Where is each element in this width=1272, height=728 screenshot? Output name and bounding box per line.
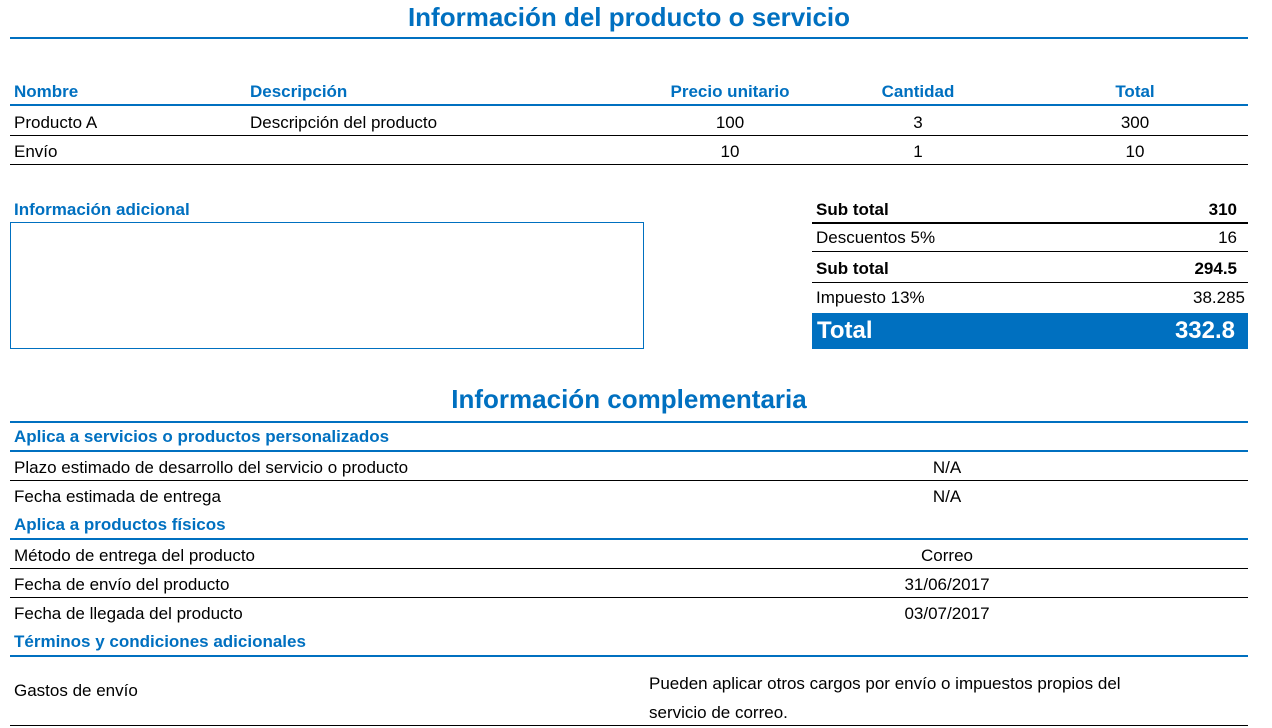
total-label: Total [817, 317, 873, 344]
row-label: Método de entrega del producto [14, 546, 256, 565]
section-terms: Términos y condiciones adicionales [14, 632, 306, 651]
column-header-quantity: Cantidad [881, 82, 955, 101]
row-value: N/A [932, 487, 962, 506]
item-unit-price: 100 [715, 113, 745, 132]
row-divider [10, 135, 1248, 136]
subtotal-after-discount-label: Sub total [816, 259, 889, 278]
tax-label: Impuesto 13% [816, 288, 925, 307]
column-header-name: Nombre [14, 82, 79, 101]
section-divider [10, 450, 1248, 452]
complementary-title: Información complementaria [451, 384, 807, 414]
total-value: 332.8 [1174, 317, 1235, 344]
additional-info-box[interactable] [10, 222, 644, 349]
column-header-description: Descripción [250, 82, 348, 101]
row-label: Fecha de envío del producto [14, 575, 230, 594]
discount-label: Descuentos 5% [816, 228, 936, 247]
item-quantity: 1 [913, 142, 923, 161]
terms-text-line: Pueden aplicar otros cargos por envío o … [649, 674, 1121, 693]
item-total: 300 [1120, 113, 1150, 132]
item-name: Envío [14, 142, 58, 161]
item-name: Producto A [14, 113, 98, 132]
section-divider [10, 655, 1248, 657]
item-quantity: 3 [913, 113, 923, 132]
item-total: 10 [1125, 142, 1145, 161]
row-divider [10, 568, 1248, 569]
row-value: N/A [932, 458, 962, 477]
terms-label: Gastos de envío [14, 681, 138, 700]
table-header-underline [10, 104, 1248, 106]
section-divider [10, 421, 1248, 423]
discount-value: 16 [1218, 228, 1237, 247]
subtotal-value: 310 [1208, 200, 1237, 219]
summary-divider [812, 282, 1248, 283]
total-bar: Total 332.8 [812, 313, 1248, 349]
row-value: 03/07/2017 [904, 604, 990, 623]
page-title: Información del producto o servicio [407, 2, 851, 32]
tax-value: 38.285 [1193, 288, 1245, 307]
row-value: Correo [921, 546, 973, 565]
terms-text-line: servicio de correo. [649, 703, 788, 722]
column-header-total: Total [1115, 82, 1155, 101]
section-physical-products: Aplica a productos físicos [14, 515, 226, 534]
additional-info-label: Información adicional [14, 200, 190, 219]
title-underline [10, 37, 1248, 39]
row-divider [10, 597, 1248, 598]
section-divider [10, 538, 1248, 540]
item-unit-price: 10 [720, 142, 740, 161]
subtotal-label: Sub total [816, 200, 889, 219]
row-label: Fecha estimada de entrega [14, 487, 221, 506]
column-header-unit-price: Precio unitario [670, 82, 790, 101]
summary-divider [812, 222, 1248, 224]
row-value: 31/06/2017 [904, 575, 990, 594]
row-label: Fecha de llegada del producto [14, 604, 243, 623]
row-divider [10, 480, 1248, 481]
row-divider [10, 164, 1248, 165]
row-label: Plazo estimado de desarrollo del servici… [14, 458, 409, 477]
section-custom-products: Aplica a servicios o productos personali… [14, 427, 390, 446]
summary-divider [812, 251, 1248, 252]
row-divider [10, 725, 1248, 726]
item-description: Descripción del producto [250, 113, 438, 132]
subtotal-after-discount-value: 294.5 [1194, 259, 1237, 278]
